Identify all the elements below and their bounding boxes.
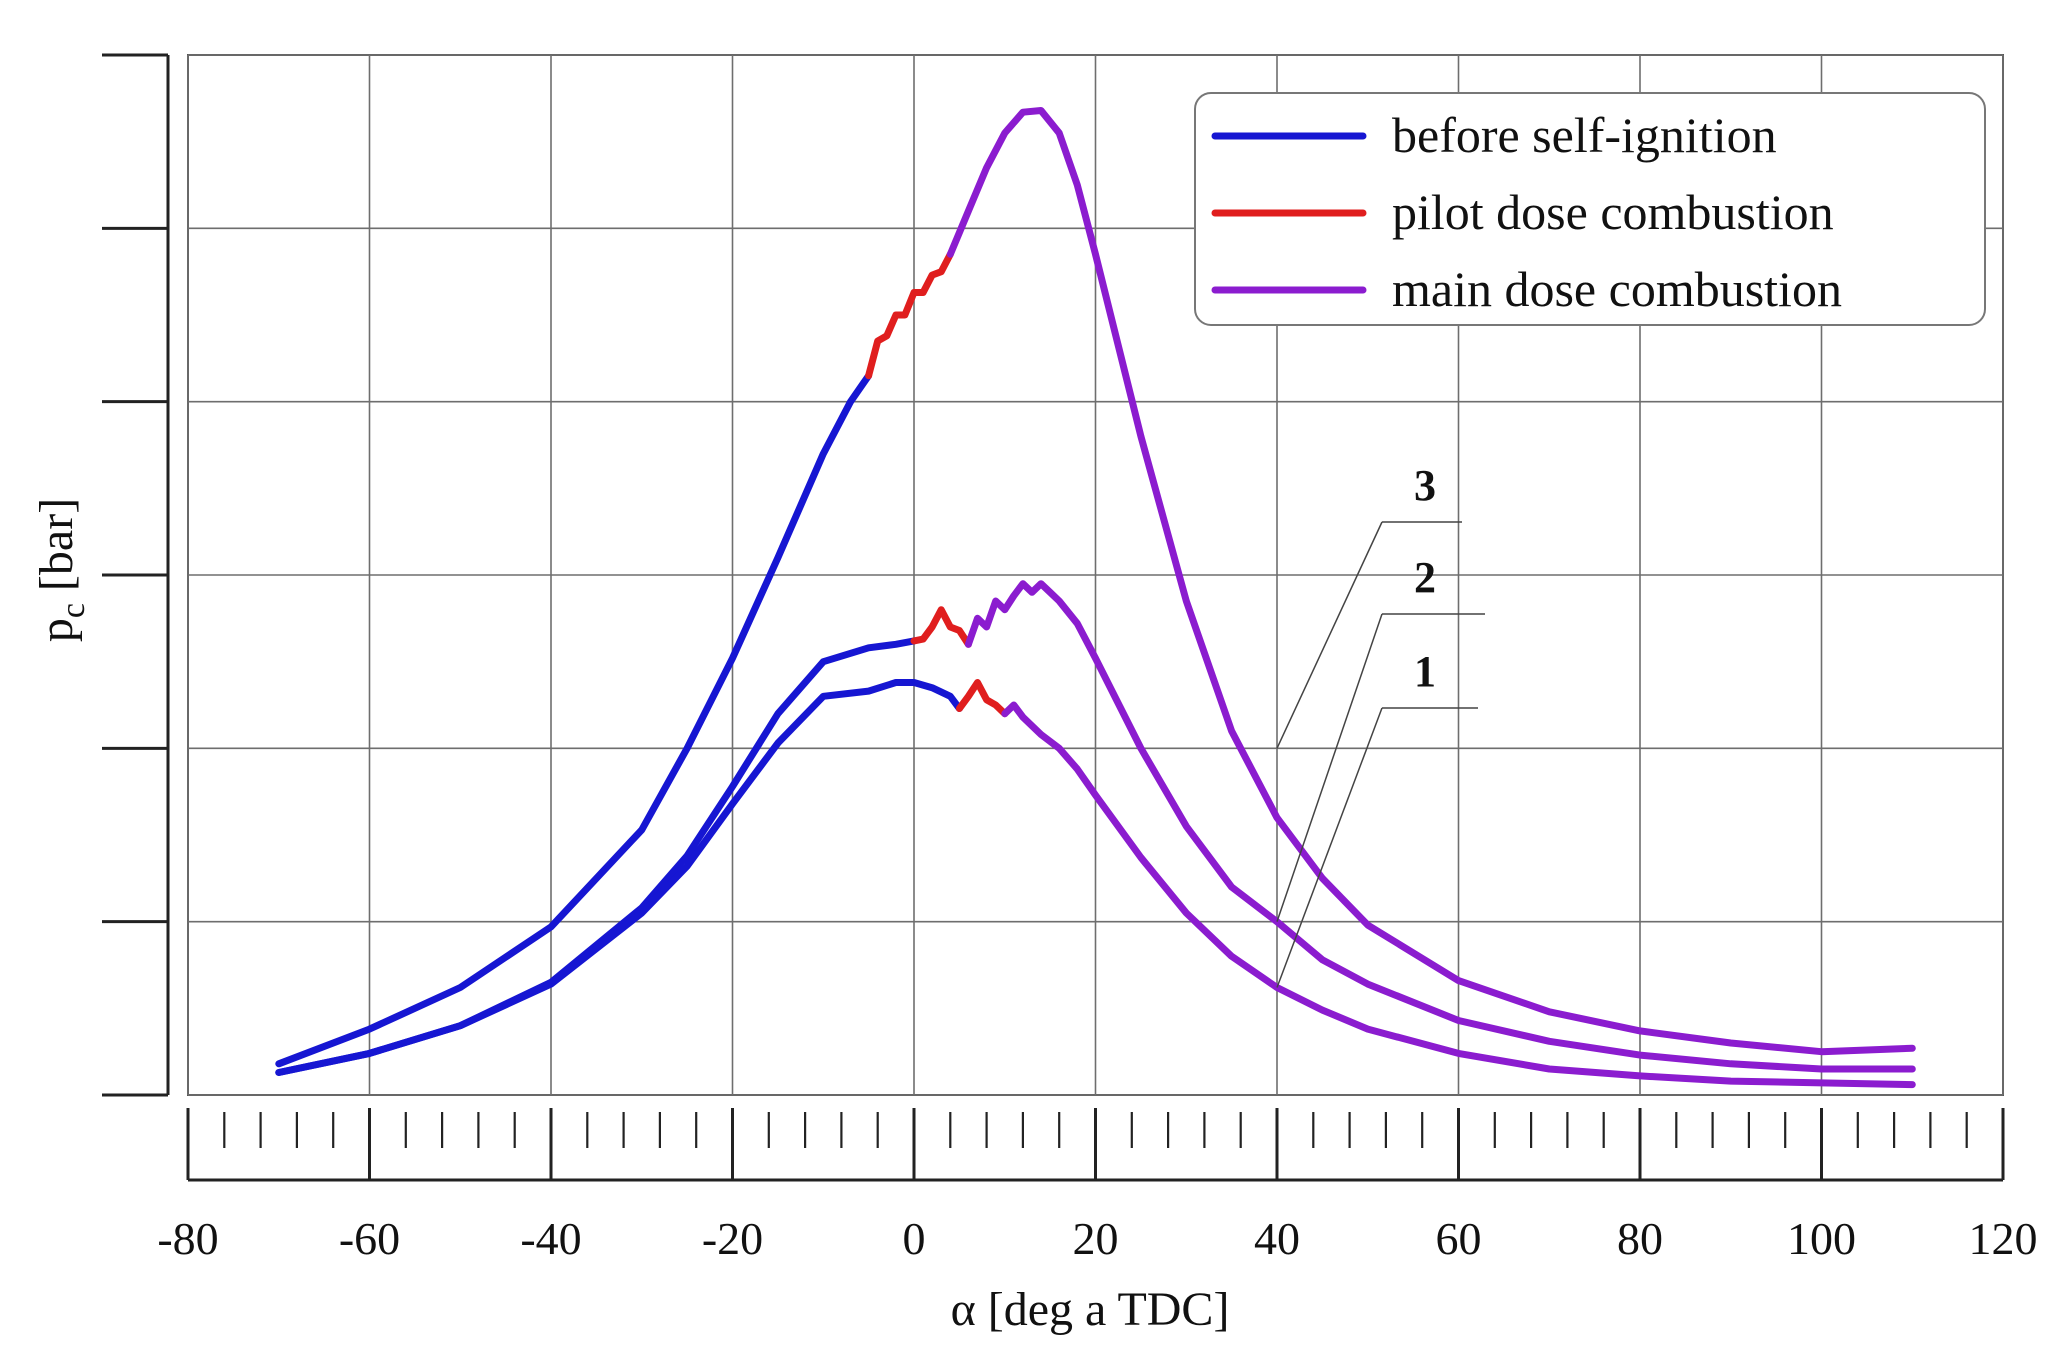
x-tick-label: -80 xyxy=(157,1213,218,1264)
y-axis-title-main: p xyxy=(30,618,83,642)
curve-3-label: 3 xyxy=(1414,461,1436,510)
x-tick-label: 40 xyxy=(1254,1213,1300,1264)
curve-1-label: 1 xyxy=(1414,647,1436,696)
x-tick-label: 0 xyxy=(903,1213,926,1264)
curve-1-leader-diagonal xyxy=(1276,707,1383,988)
x-tick-label: 20 xyxy=(1073,1213,1119,1264)
curve-labels: 3 2 1 xyxy=(1276,461,1485,988)
curve-1-segment xyxy=(955,679,1009,718)
x-tick-label: -60 xyxy=(339,1213,400,1264)
y-axis-title-unit: [bar] xyxy=(30,498,83,603)
x-axis-title: α [deg a TDC] xyxy=(951,1283,1230,1336)
pressure-curves xyxy=(275,107,1916,1089)
legend-label: before self-ignition xyxy=(1392,107,1777,163)
curve-3-segment xyxy=(865,250,954,380)
y-axis-title-sub: c xyxy=(55,603,92,618)
x-tick-label: 60 xyxy=(1436,1213,1482,1264)
curve-2-leader-diagonal xyxy=(1276,613,1383,922)
x-tick-label: 100 xyxy=(1787,1213,1856,1264)
x-tick-label: -40 xyxy=(520,1213,581,1264)
y-axis-title: pc [bar] xyxy=(30,498,92,642)
curve-2-label: 2 xyxy=(1414,553,1436,602)
legend: before self-ignition pilot dose combustio… xyxy=(1194,92,1986,326)
x-tick-label: 80 xyxy=(1617,1213,1663,1264)
curve-2-segment xyxy=(910,606,972,648)
curve-1-segment xyxy=(275,679,963,1076)
x-tick-label: 120 xyxy=(1969,1213,2038,1264)
curve-3-segment xyxy=(275,372,873,1068)
grid xyxy=(187,54,2004,1096)
axes: -80 -60 -40 -20 0 20 40 60 80 100 120 xyxy=(102,53,2038,1264)
legend-box xyxy=(1194,92,1986,326)
legend-label: pilot dose combustion xyxy=(1392,184,1834,240)
legend-label: main dose combustion xyxy=(1392,261,1842,317)
curve-1-segment xyxy=(1001,701,1916,1089)
curve-3-leader-diagonal xyxy=(1276,521,1383,749)
x-tick-label: -20 xyxy=(702,1213,763,1264)
curve-2-segment xyxy=(964,580,1916,1073)
curve-3-segment xyxy=(946,107,1916,1056)
